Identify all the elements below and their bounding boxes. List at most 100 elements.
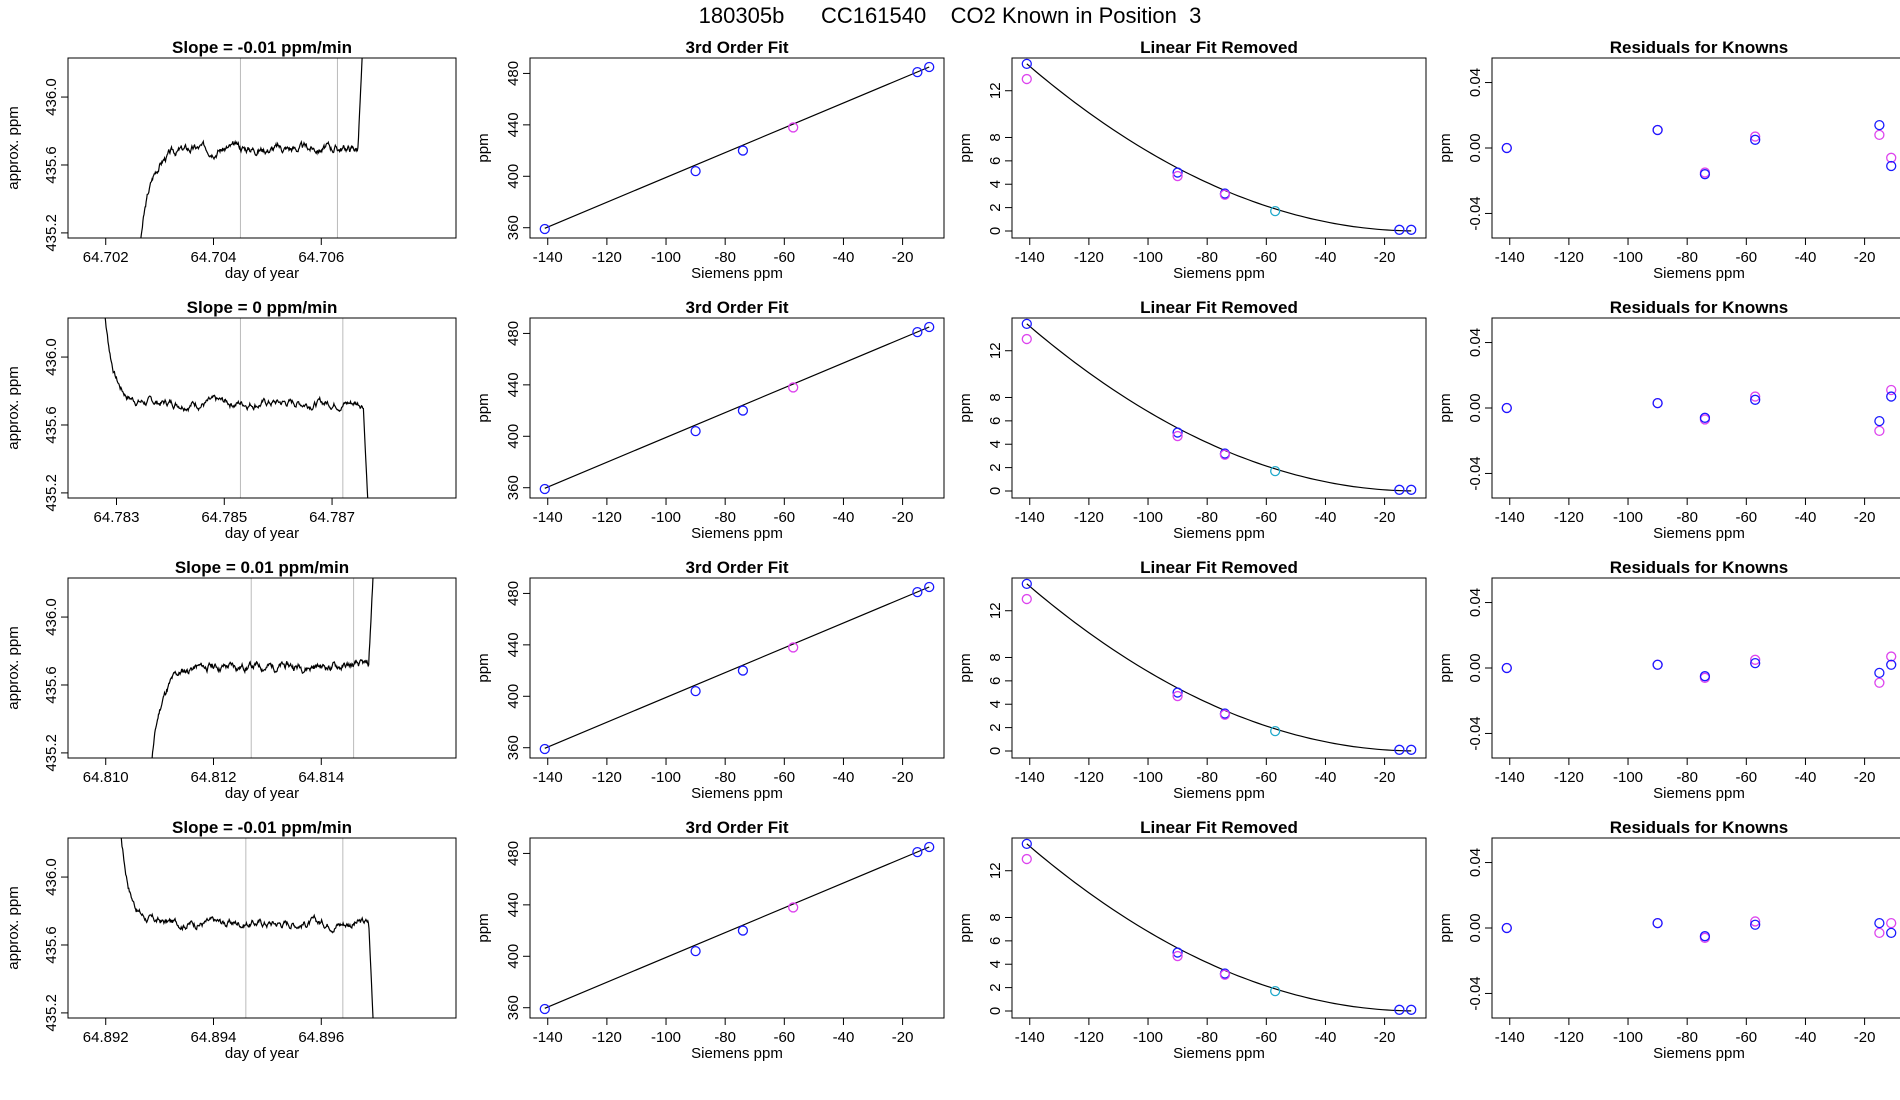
y-tick-label: 2 (987, 203, 1004, 211)
data-point (1406, 484, 1417, 495)
y-tick-label: 12 (987, 82, 1004, 99)
data-point (737, 665, 749, 676)
plot-area (1501, 651, 1897, 688)
x-tick-label: 64.702 (83, 249, 129, 266)
x-tick-label: -80 (1676, 1029, 1698, 1046)
plot-frame (529, 57, 945, 239)
x-tick-label: -140 (1495, 1029, 1525, 1046)
x-tick-label: 64.783 (94, 509, 140, 526)
x-tick-label: -40 (1315, 249, 1337, 266)
x-tick-label: -20 (1854, 249, 1876, 266)
fit-curve (1026, 63, 1412, 232)
y-tick-label: 360 (505, 995, 522, 1020)
x-tick-label: -80 (1676, 509, 1698, 526)
data-point (1874, 927, 1885, 939)
fit-line (544, 586, 930, 749)
y-tick-label: -0.04 (1467, 716, 1484, 750)
data-point (788, 382, 799, 393)
data-point (539, 743, 550, 755)
x-tick-label: -40 (833, 509, 855, 526)
x-axis-label: Siemens ppm (691, 265, 783, 282)
y-tick-label: 6 (987, 157, 1004, 165)
x-tick-label: -80 (1196, 769, 1218, 786)
data-point (539, 223, 550, 235)
x-tick-label: -120 (1074, 1029, 1104, 1046)
panel: Slope = -0.01 ppm/min 64.892 64.894 64.896 4… (5, 818, 457, 1062)
y-tick-label: 440 (505, 632, 522, 657)
x-tick-label: -20 (892, 249, 914, 266)
data-point (737, 145, 749, 156)
x-tick-label: -140 (1015, 509, 1045, 526)
x-tick-label: -140 (1495, 769, 1525, 786)
y-tick-label: 0 (987, 1007, 1004, 1015)
x-tick-label: -60 (1255, 249, 1277, 266)
ppm-trace-line (120, 838, 374, 1018)
plot-area (1021, 578, 1417, 755)
data-point (1886, 152, 1897, 163)
x-axis-label: Siemens ppm (1653, 525, 1745, 542)
data-point (1021, 73, 1032, 85)
y-tick-label: 0.04 (1467, 68, 1484, 97)
y-tick-label: -0.04 (1467, 456, 1484, 490)
plot-frame (67, 837, 457, 1019)
x-tick-label: -80 (714, 249, 736, 266)
y-tick-label: 360 (505, 735, 522, 760)
y-axis-label: ppm (957, 653, 974, 682)
data-point (690, 165, 701, 177)
x-axis-label: Siemens ppm (1653, 785, 1745, 802)
x-tick-label: -140 (533, 509, 563, 526)
x-axis-label: Siemens ppm (1173, 265, 1265, 282)
x-tick-label: -120 (1554, 249, 1584, 266)
x-tick-label: -120 (1074, 509, 1104, 526)
data-point (1021, 333, 1032, 345)
y-axis-label: approx. ppm (5, 366, 22, 449)
y-tick-label: 6 (987, 417, 1004, 425)
panel: Slope = -0.01 ppm/min 64.702 64.704 64.706 4… (5, 38, 457, 282)
panel-title: Slope = -0.01 ppm/min (172, 38, 352, 57)
panel: Residuals for Knowns -140 -120 -100 -80 -60 -4… (1437, 298, 1900, 542)
x-axis-label: Siemens ppm (1173, 525, 1265, 542)
data-point (1874, 129, 1885, 141)
x-tick-label: -40 (1795, 249, 1817, 266)
y-tick-label: 435.2 (43, 734, 60, 772)
y-tick-label: 8 (987, 393, 1004, 401)
fit-curve (1026, 583, 1412, 752)
data-point (924, 841, 935, 853)
y-tick-label: 480 (505, 841, 522, 866)
y-tick-label: 8 (987, 133, 1004, 141)
y-tick-label: 0 (987, 227, 1004, 235)
y-tick-label: 6 (987, 677, 1004, 685)
data-point (1501, 922, 1512, 934)
data-point (1219, 189, 1231, 200)
plot-area (1021, 318, 1417, 495)
fit-curve (1026, 843, 1412, 1012)
panel-title: Slope = -0.01 ppm/min (172, 818, 352, 837)
data-point (1501, 142, 1512, 154)
y-axis-label: ppm (1437, 133, 1454, 162)
data-point (1406, 1004, 1417, 1015)
data-point (1270, 465, 1281, 477)
y-tick-label: 435.6 (43, 926, 60, 964)
data-point (924, 321, 935, 333)
y-tick-label: 480 (505, 321, 522, 346)
x-tick-label: -80 (1676, 769, 1698, 786)
x-tick-label: -20 (1854, 509, 1876, 526)
panel: Linear Fit Removed -140 -120 -100 -80 -60 -40 -… (957, 298, 1427, 542)
plot-area (1021, 838, 1417, 1015)
data-point (690, 945, 701, 957)
data-point (539, 1003, 550, 1015)
plot-area (1021, 58, 1417, 235)
data-point (1172, 687, 1183, 698)
x-tick-label: 64.894 (191, 1029, 237, 1046)
x-tick-label: -100 (1613, 509, 1643, 526)
y-tick-label: 4 (987, 440, 1004, 448)
panel-title: Linear Fit Removed (1140, 818, 1298, 837)
panel: Linear Fit Removed -140 -120 -100 -80 -60 -40 -… (957, 818, 1427, 1062)
page-title: 180305b CC161540 CO2 Known in Position 3 (698, 3, 1202, 28)
panel-title: Slope = 0.01 ppm/min (175, 558, 349, 577)
panel: Slope = 0 ppm/min 64.783 64.785 64.787 435.2… (5, 298, 457, 542)
panel: 3rd Order Fit -140 -120 -100 -80 -60 -40 -20 360… (475, 38, 945, 282)
x-tick-label: -40 (833, 769, 855, 786)
x-tick-label: -60 (1735, 249, 1757, 266)
panel-title: Linear Fit Removed (1140, 38, 1298, 57)
